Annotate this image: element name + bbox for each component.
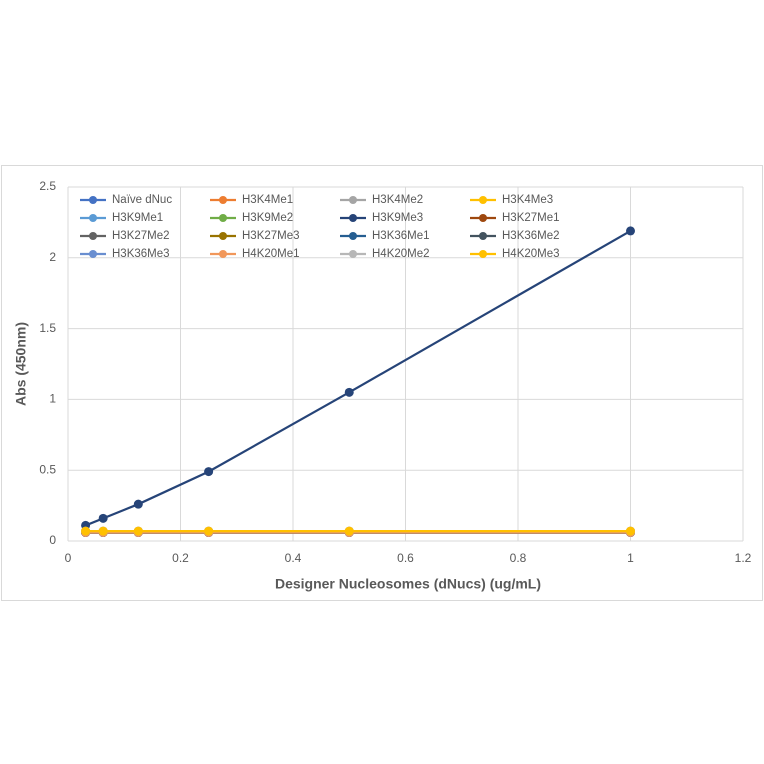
legend-text: H3K4Me3 [502,194,553,206]
legend-text: H3K4Me1 [242,194,293,206]
data-point [344,387,354,397]
legend-text: H3K36Me1 [372,230,430,242]
legend-text: H3K4Me2 [372,194,423,206]
chart-frame [1,165,763,601]
y-tick-label: 1.5 [39,321,56,335]
legend-text: H3K36Me3 [112,248,170,260]
y-tick-label: 2.5 [39,179,56,193]
legend-marker [89,250,97,258]
legend-text: H3K9Me1 [112,212,163,224]
legend-marker [219,232,227,240]
x-axis-title: Designer Nucleosomes (dNucs) (ug/mL) [275,576,541,592]
legend-marker [479,214,487,222]
legend-marker [349,196,357,204]
y-tick-label: 1 [49,392,56,406]
y-tick-label: 2 [49,250,56,264]
data-point [204,467,214,477]
x-tick-label: 0.6 [397,551,414,565]
data-point [133,499,143,509]
legend-marker [479,196,487,204]
y-tick-label: 0.5 [39,462,56,476]
legend-marker [479,250,487,258]
legend-text: H3K27Me1 [502,212,560,224]
y-tick-label: 0 [49,533,56,547]
data-point [133,526,143,536]
data-point [98,526,108,536]
data-point [626,526,635,536]
x-tick-label: 0.8 [510,551,527,565]
legend-text: H4K20Me2 [372,248,430,260]
legend-text: H3K9Me3 [372,212,423,224]
data-point [626,226,635,236]
legend-text: H3K27Me2 [112,230,170,242]
legend-marker [349,214,357,222]
x-tick-label: 0.2 [172,551,189,565]
y-axis-title: Abs (450nm) [13,322,29,406]
legend-text: H4K20Me3 [502,248,560,260]
data-point [204,526,214,536]
legend-text: H3K36Me2 [502,230,560,242]
legend-text: H4K20Me1 [242,248,300,260]
x-tick-label: 1.2 [735,551,752,565]
legend-marker [89,232,97,240]
legend-marker [89,214,97,222]
x-tick-label: 1 [627,551,634,565]
data-point [98,513,108,523]
legend-marker [219,196,227,204]
data-point [344,526,354,536]
legend-text: H3K9Me2 [242,212,293,224]
data-point [81,526,91,536]
legend-text: H3K27Me3 [242,230,300,242]
legend-marker [349,250,357,258]
legend-marker [479,232,487,240]
x-tick-label: 0.4 [285,551,302,565]
legend-marker [349,232,357,240]
legend-marker [219,250,227,258]
legend-marker [219,214,227,222]
x-tick-label: 0 [65,551,72,565]
legend-marker [89,196,97,204]
legend-text: Naïve dNuc [112,194,172,206]
